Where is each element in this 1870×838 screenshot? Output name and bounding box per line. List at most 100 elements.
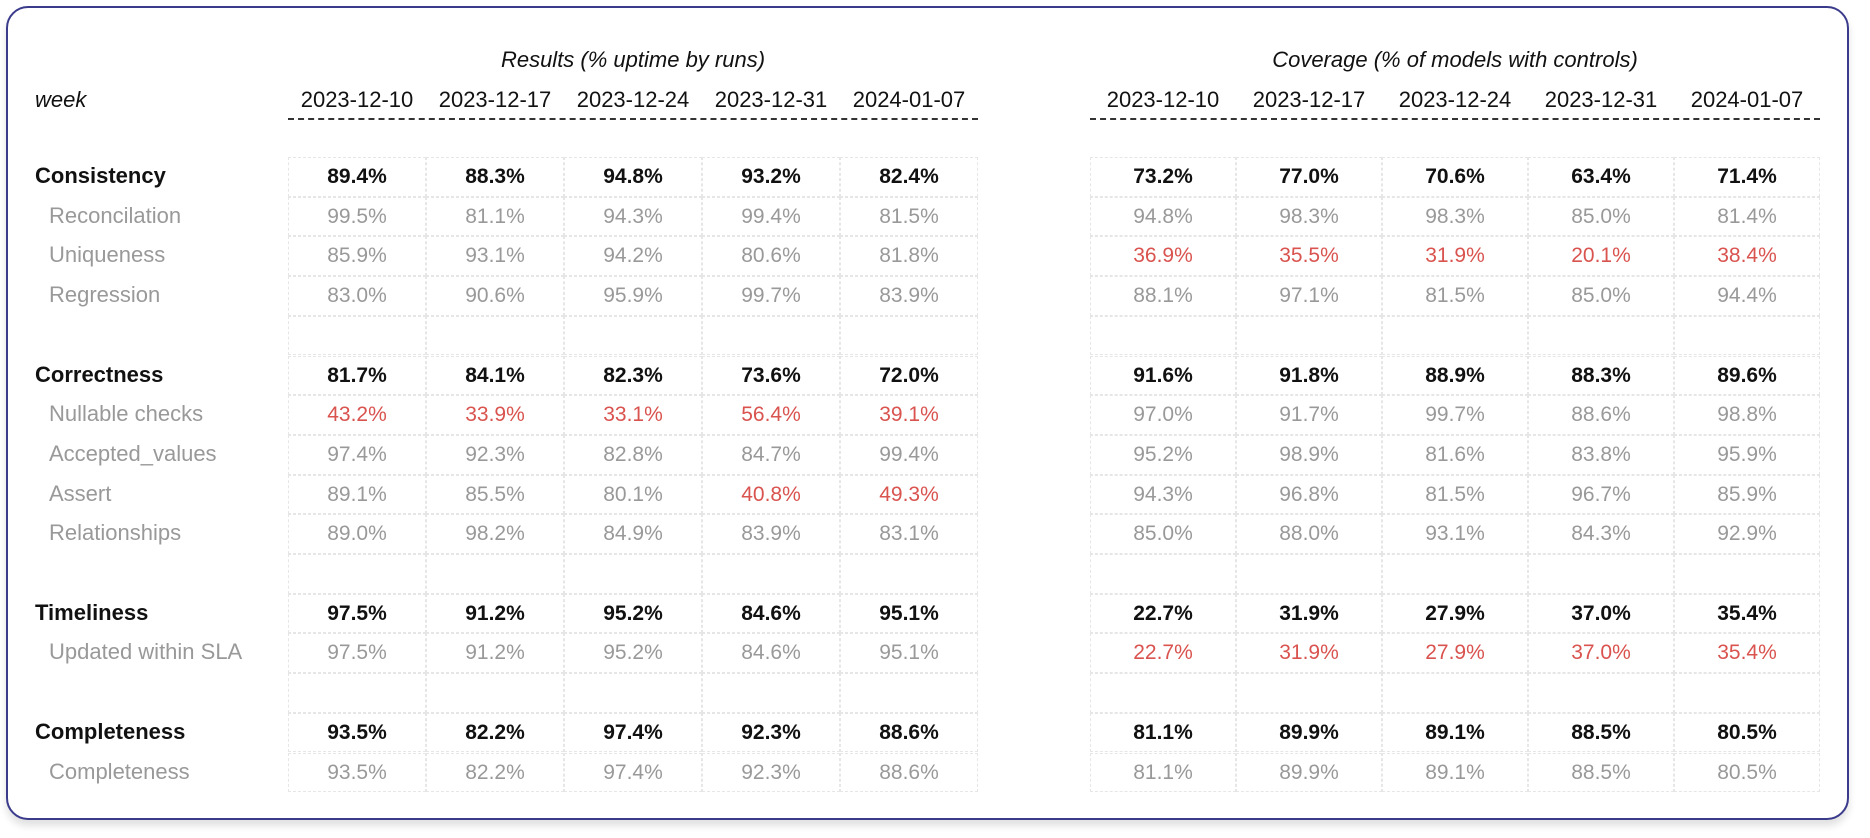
results-title: Results (% uptime by runs) — [500, 47, 766, 72]
value-cell: 93.2% — [702, 157, 840, 197]
value-cell: 95.9% — [564, 276, 702, 316]
value-cell: 96.8% — [1236, 474, 1382, 515]
value-cell: 89.6% — [1674, 355, 1820, 396]
value-cell: 91.2% — [426, 593, 564, 634]
spacer-cell — [1382, 315, 1528, 356]
value-cell: 95.2% — [1090, 434, 1236, 475]
value-cell: 98.2% — [426, 514, 564, 554]
value-cell: 89.1% — [1382, 752, 1528, 793]
value-cell: 97.5% — [288, 593, 426, 634]
week-header: 2023-12-17 — [438, 87, 552, 112]
value-cell: 81.5% — [1382, 474, 1528, 515]
value-cell: 72.0% — [840, 355, 978, 396]
value-cell: 93.1% — [426, 236, 564, 277]
value-cell: 97.4% — [564, 712, 702, 753]
metric-label: Nullable checks — [49, 401, 204, 427]
value-cell: 84.6% — [702, 633, 840, 674]
value-cell: 83.0% — [288, 276, 426, 316]
spacer-cell — [288, 315, 426, 356]
spacer-cell — [1528, 554, 1674, 594]
value-cell: 95.1% — [840, 593, 978, 634]
spacer-cell — [1090, 315, 1236, 356]
value-cell: 93.5% — [288, 752, 426, 793]
coverage-title: Coverage (% of models with controls) — [1272, 47, 1638, 72]
spacer-cell — [1674, 315, 1820, 356]
value-cell: 94.8% — [1090, 196, 1236, 237]
value-cell: 94.2% — [564, 236, 702, 277]
value-cell: 82.2% — [426, 752, 564, 793]
value-cell: 91.2% — [426, 633, 564, 674]
value-cell: 73.2% — [1090, 157, 1236, 197]
spacer-cell — [426, 315, 564, 356]
value-cell: 88.3% — [426, 157, 564, 197]
value-cell: 84.7% — [702, 434, 840, 475]
value-cell: 93.1% — [1382, 514, 1528, 554]
value-cell: 88.9% — [1382, 355, 1528, 396]
value-cell: 27.9% — [1382, 633, 1528, 674]
group-label: Timeliness — [35, 599, 149, 625]
value-cell: 85.0% — [1528, 196, 1674, 237]
week-header: 2023-12-10 — [1106, 87, 1220, 112]
spacer-cell — [288, 554, 426, 594]
value-cell: 85.0% — [1528, 276, 1674, 316]
spacer-cell — [1090, 554, 1236, 594]
value-cell: 31.9% — [1236, 633, 1382, 674]
value-cell: 98.3% — [1382, 196, 1528, 237]
value-cell: 94.4% — [1674, 276, 1820, 316]
value-cell: 35.5% — [1236, 236, 1382, 277]
divider — [288, 118, 978, 120]
spacer-cell — [564, 554, 702, 594]
value-cell: 39.1% — [840, 395, 978, 435]
value-cell: 84.6% — [702, 593, 840, 634]
spacer-cell — [1674, 554, 1820, 594]
value-cell: 83.9% — [840, 276, 978, 316]
value-cell: 56.4% — [702, 395, 840, 435]
spacer-cell — [840, 315, 978, 356]
value-cell: 63.4% — [1528, 157, 1674, 197]
value-cell: 84.1% — [426, 355, 564, 396]
value-cell: 89.4% — [288, 157, 426, 197]
value-cell: 85.0% — [1090, 514, 1236, 554]
value-cell: 80.1% — [564, 474, 702, 515]
week-header: 2024-01-07 — [852, 87, 966, 112]
spacer-cell — [1236, 554, 1382, 594]
value-cell: 81.8% — [840, 236, 978, 277]
week-header: 2023-12-31 — [1544, 87, 1658, 112]
value-cell: 33.9% — [426, 395, 564, 435]
value-cell: 83.9% — [702, 514, 840, 554]
spacer-cell — [1236, 315, 1382, 356]
value-cell: 89.1% — [1382, 712, 1528, 753]
metric-label: Accepted_values — [49, 440, 217, 466]
value-cell: 91.8% — [1236, 355, 1382, 396]
week-header: 2023-12-24 — [576, 87, 690, 112]
value-cell: 71.4% — [1674, 157, 1820, 197]
value-cell: 31.9% — [1236, 593, 1382, 634]
spacer-cell — [702, 673, 840, 713]
metric-label: Assert — [49, 480, 112, 506]
value-cell: 89.9% — [1236, 752, 1382, 793]
value-cell: 82.3% — [564, 355, 702, 396]
value-cell: 81.1% — [1090, 712, 1236, 753]
value-cell: 81.6% — [1382, 434, 1528, 475]
value-cell: 82.4% — [840, 157, 978, 197]
spacer-cell — [564, 673, 702, 713]
value-cell: 91.7% — [1236, 395, 1382, 435]
value-cell: 96.7% — [1528, 474, 1674, 515]
value-cell: 31.9% — [1382, 236, 1528, 277]
value-cell: 98.8% — [1674, 395, 1820, 435]
spacer-cell — [702, 315, 840, 356]
value-cell: 27.9% — [1382, 593, 1528, 634]
value-cell: 97.4% — [564, 752, 702, 793]
value-cell: 88.5% — [1528, 752, 1674, 793]
value-cell: 94.3% — [564, 196, 702, 237]
value-cell: 88.6% — [840, 712, 978, 753]
value-cell: 92.3% — [426, 434, 564, 475]
value-cell: 37.0% — [1528, 593, 1674, 634]
value-cell: 95.9% — [1674, 434, 1820, 475]
value-cell: 85.9% — [1674, 474, 1820, 515]
row-label-header: week — [35, 87, 87, 112]
value-cell: 88.5% — [1528, 712, 1674, 753]
value-cell: 99.4% — [702, 196, 840, 237]
week-header: 2023-12-24 — [1398, 87, 1512, 112]
